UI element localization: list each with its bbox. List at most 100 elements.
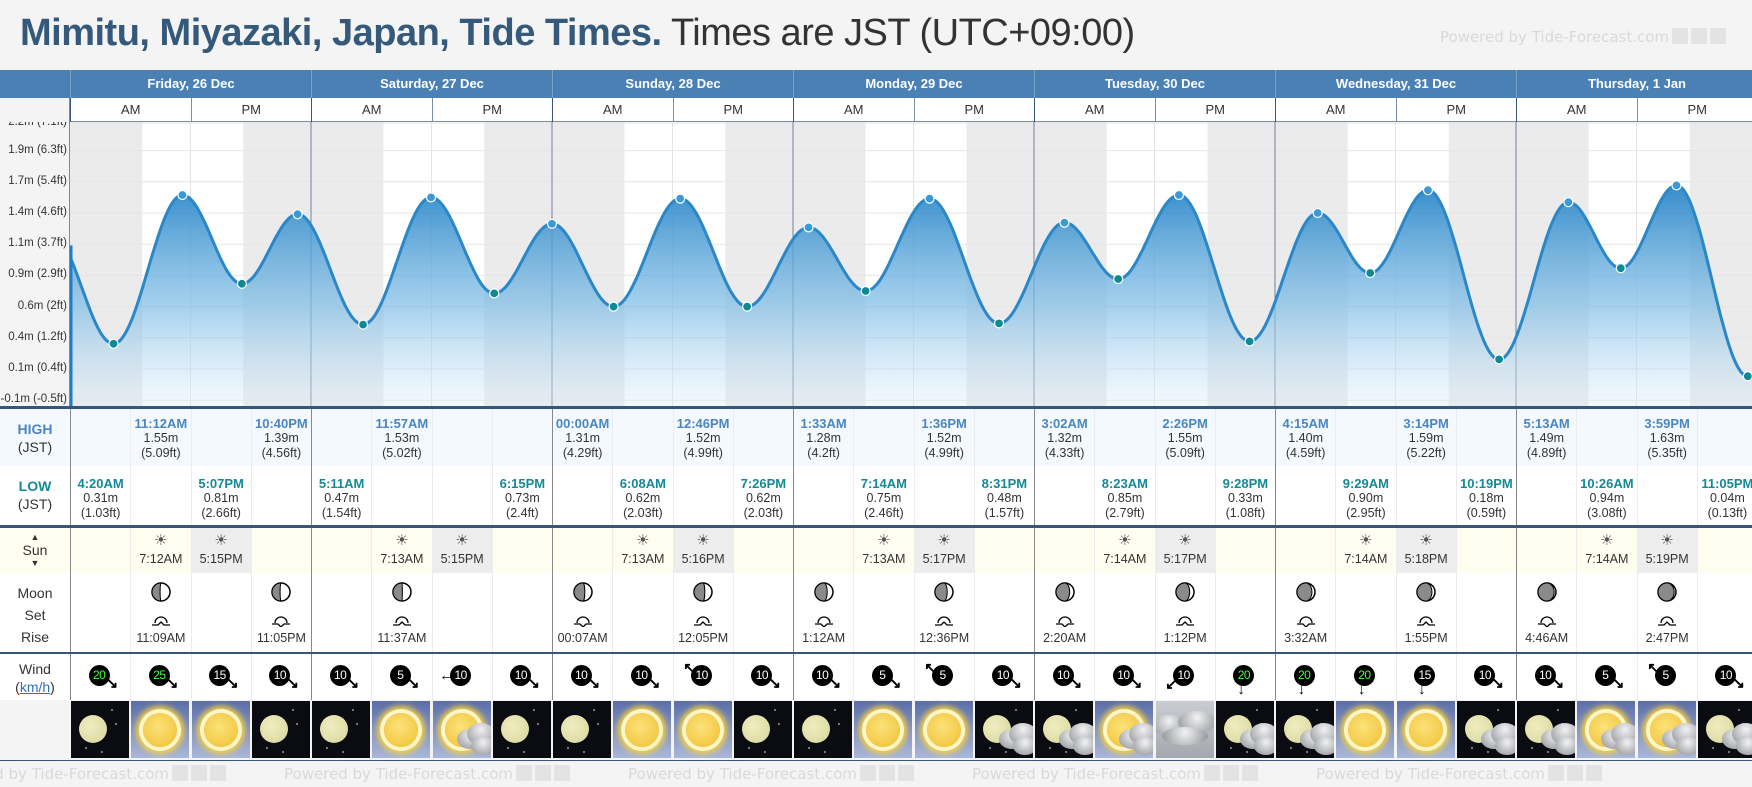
- wind-cell: 10 ↖: [672, 654, 733, 700]
- low-tide-cell: [1636, 466, 1697, 525]
- sort-down-icon[interactable]: ▼: [30, 558, 40, 568]
- high-time: 11:12AM: [134, 416, 188, 431]
- high-height-m: 1.59m: [1408, 431, 1444, 445]
- wind-indicator: 20 ↓: [1349, 665, 1383, 697]
- moon-rise-time: 1:12PM: [1163, 631, 1207, 645]
- wind-cell: 10 ↘: [1455, 654, 1516, 700]
- sun-cell: [70, 528, 130, 573]
- weather-cell: [1396, 700, 1456, 760]
- high-tide-cell: 10:40PM 1.39m (4.56ft): [250, 409, 311, 466]
- partly-cloudy-day-icon: [1095, 701, 1154, 758]
- low-tide-cell: 9:29AM 0.90m (2.95ft): [1335, 466, 1395, 525]
- sunrise-icon: ☀: [1359, 532, 1373, 549]
- sunny-icon: [854, 701, 913, 758]
- sunrise-icon: ☀: [1118, 532, 1132, 549]
- sunset-icon: ☀: [455, 532, 469, 549]
- sort-up-icon[interactable]: ▲: [30, 532, 40, 542]
- moon-phase-icon: [271, 582, 292, 602]
- cloudy-night-icon: [1456, 701, 1515, 758]
- sunny-icon: [1396, 701, 1455, 758]
- high-tide-point: [177, 189, 188, 201]
- wind-indicator: 10 ↘: [1530, 665, 1564, 691]
- high-tide-cell: 12:46PM 1.52m (4.99ft): [672, 409, 733, 466]
- wind-cell: 10 ↘: [612, 654, 672, 700]
- high-tide-cell: 1:36PM 1.52m (4.99ft): [913, 409, 974, 466]
- wind-cell: 5 ↘: [853, 654, 913, 700]
- moon-rise-time: 2:47PM: [1645, 631, 1689, 645]
- wind-row: 20 ↘ 25 ↘ 15 ↘ 10 ↘ 10 ↘ 5 ↘ 10 ← 10 ↘ 10 ↘ 10 ↘ 10 ↖ 10 ↘ 10 ↘ 5 ↘…: [0, 654, 1752, 700]
- wind-direction-icon: ↓: [1297, 681, 1306, 698]
- wind-speed: 5: [1655, 665, 1677, 686]
- high-height-ft: (4.99ft): [683, 446, 723, 460]
- low-tide-point: [1244, 336, 1255, 347]
- low-label: LOW (JST): [0, 477, 70, 513]
- moon-cell: 11:09AM: [130, 573, 190, 652]
- low-time: 10:26AM: [1580, 476, 1634, 491]
- low-height-ft: (1.03ft): [80, 506, 121, 520]
- low-height-ft: (2.03ft): [623, 506, 663, 520]
- wind-cell: 10 ↘: [1516, 654, 1576, 700]
- sunrise-time: 7:14AM: [1103, 552, 1147, 566]
- logo-icon: [1567, 765, 1584, 781]
- weather-cell: [733, 700, 793, 760]
- wind-speed: 10: [570, 665, 592, 686]
- sun-row: ☀ 7:12AM ☀ 5:15PM ☀ 7:13AM ☀ 5:15PM ☀ 7:13AM ☀ 5:16…: [0, 528, 1752, 573]
- low-title: LOW: [18, 478, 52, 494]
- high-tide-cell: [1335, 409, 1395, 466]
- sun-cell: ☀ 7:12AM: [130, 528, 190, 573]
- powered-by-text: Powered by Tide-Forecast.com: [628, 765, 858, 783]
- moon-phase-icon: [1536, 582, 1557, 602]
- logo-icon: [898, 765, 915, 781]
- low-tide-cell: 5:11AM 0.47m (1.54ft): [311, 466, 371, 525]
- high-tide-point: [924, 193, 935, 204]
- wind-direction-icon: ↘: [1732, 675, 1745, 692]
- clear-night-icon: [71, 701, 129, 758]
- weather-cell: [853, 700, 913, 760]
- moon-cell: 00:07AM: [552, 573, 612, 652]
- weather-cell: [914, 700, 974, 760]
- moon-set-time: 3:32AM: [1284, 631, 1328, 645]
- day-header: Friday, 26 Dec: [70, 70, 311, 98]
- moon-phase-icon: [1054, 582, 1075, 602]
- sun-cell: ☀ 5:17PM: [913, 528, 974, 573]
- moonrise-icon: [151, 616, 170, 626]
- low-time: 9:29AM: [1342, 476, 1389, 491]
- low-tide-cell: 9:28PM 0.33m (1.08ft): [1214, 466, 1275, 525]
- moon-cell: [190, 573, 251, 652]
- moon-rise-time: 12:05PM: [678, 631, 729, 645]
- sun-cell: [552, 528, 612, 573]
- moon-set-label: Set: [24, 607, 46, 623]
- wind-cell: 5 ↖: [1636, 654, 1697, 700]
- logo-icon: [1223, 765, 1240, 781]
- high-tide-cell: [1094, 409, 1154, 466]
- moon-phase-icon: [1416, 582, 1436, 602]
- wind-indicator: 10 ↘: [325, 665, 359, 691]
- sun-label[interactable]: ▲ Sun ▼: [0, 531, 70, 571]
- timezone-note: Times are JST (UTC+09:00): [670, 12, 1135, 54]
- moon-cell: [1094, 573, 1154, 652]
- moonrise-icon: [1176, 616, 1195, 626]
- wind-speed: 5: [1594, 665, 1616, 686]
- pm-label: PM: [431, 98, 553, 122]
- sun-cell: ☀ 5:19PM: [1636, 528, 1697, 573]
- wind-unit-link[interactable]: km/h: [19, 679, 51, 695]
- moon-rise-time: 1:55PM: [1404, 631, 1448, 645]
- wind-cell: 10 ↘: [793, 654, 853, 700]
- sun-cell: [1275, 528, 1335, 573]
- weather-cell: [1456, 700, 1516, 760]
- wind-direction-icon: ↘: [1069, 675, 1083, 692]
- low-time: 7:14AM: [860, 476, 907, 491]
- low-tide-cell: 7:26PM 0.62m (2.03ft): [732, 466, 793, 525]
- footer: Powered by Tide-Forecast.com Powered by T…: [0, 761, 1752, 787]
- wind-speed: 5: [389, 665, 411, 686]
- high-tide-cell: [190, 409, 251, 466]
- wind-indicator: 5 ↖: [924, 661, 961, 691]
- wind-cell: 15 ↘: [190, 654, 251, 700]
- sunny-icon: [673, 701, 732, 758]
- high-tide-cell: 3:14PM 1.59m (5.22ft): [1395, 409, 1456, 466]
- powered-by: Powered by Tide-Forecast.com: [1440, 28, 1727, 46]
- low-tide-cell: 4:20AM 0.31m (1.03ft): [70, 466, 130, 525]
- sunny-icon: [1336, 701, 1395, 758]
- wind-cell: 10 ↘: [250, 654, 311, 700]
- y-tick-label: 1.4m (4.6ft): [8, 206, 67, 218]
